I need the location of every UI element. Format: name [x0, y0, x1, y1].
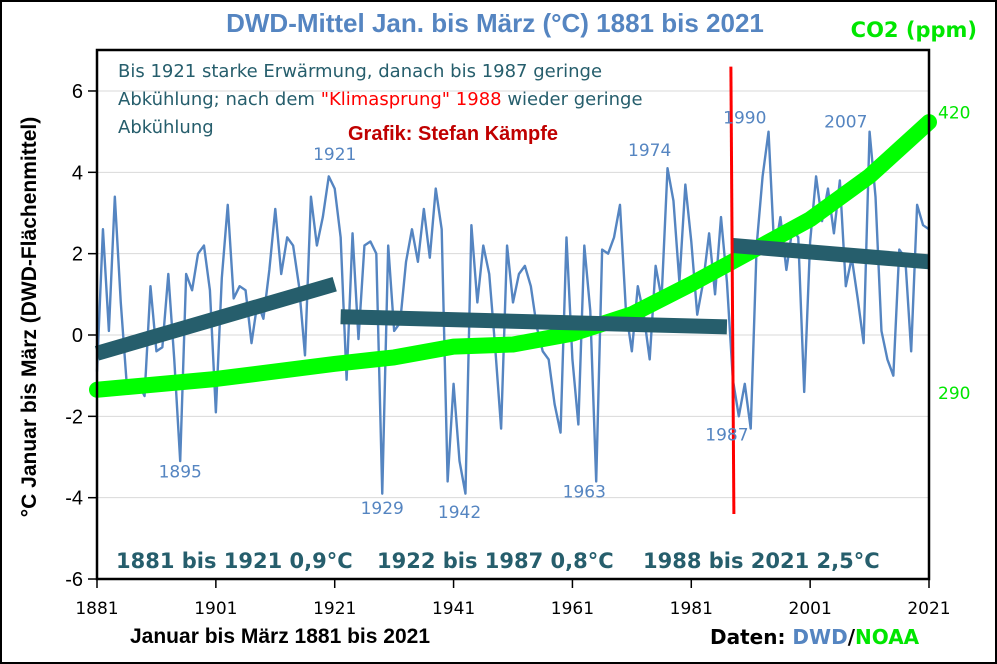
trend-line-1: [94, 276, 337, 361]
year-annotation: 1990: [723, 109, 766, 129]
year-annotation: 1974: [628, 141, 671, 161]
klimasprung-marker: [729, 66, 736, 514]
x-tick-label: 2001: [789, 599, 832, 619]
plot-series: [89, 66, 937, 514]
co2-line: [89, 114, 937, 398]
chart-title: DWD-Mittel Jan. bis März (°C) 1881 bis 2…: [226, 8, 764, 38]
x-tick-label: 1901: [194, 599, 237, 619]
period-label-3: 1988 bis 2021 2,5°C: [643, 549, 880, 573]
year-annotation: 1929: [361, 499, 404, 519]
year-annotation: 1895: [159, 462, 202, 482]
co2-tick-label: 420: [938, 103, 970, 123]
source-prefix: Daten:: [710, 625, 793, 649]
note-line-1: Bis 1921 starke Erwärmung, danach bis 19…: [118, 61, 603, 82]
source-noaa: NOAA: [855, 625, 920, 649]
credit-label: Grafik: Stefan Kämpfe: [348, 123, 559, 145]
co2-axis-title: CO2 (ppm): [850, 18, 977, 42]
plot-area-border: [95, 48, 931, 581]
x-tick-label: 1881: [75, 599, 118, 619]
note-klimasprung: "Klimasprung" 1988: [320, 89, 502, 110]
year-annotation: 1921: [313, 145, 356, 165]
axes: [88, 48, 931, 588]
y-tick-label: -4: [65, 488, 83, 510]
note-line-2b: wieder geringe: [501, 89, 643, 110]
x-tick-label: 1961: [551, 599, 594, 619]
y-tick-label: -6: [65, 569, 83, 591]
x-axis-label: Januar bis März 1881 bis 2021: [130, 625, 430, 648]
y-tick-label: 4: [72, 162, 83, 184]
y-tick-label: 0: [72, 325, 83, 347]
period-label-2: 1922 bis 1987 0,8°C: [377, 549, 614, 573]
year-annotation: 1942: [438, 503, 481, 523]
y-tick-label: -2: [65, 406, 83, 428]
source-slash: /: [847, 625, 855, 649]
note-line-3: Abkühlung: [118, 117, 214, 138]
year-annotation: 1963: [563, 483, 606, 503]
year-annotation: 1987: [705, 426, 748, 446]
y-tick-label: 6: [72, 81, 83, 103]
period-label-1: 1881 bis 1921 0,9°C: [116, 549, 353, 573]
x-tick-label: 1941: [432, 599, 475, 619]
annotation-note: Bis 1921 starke Erwärmung, danach bis 19…: [118, 58, 718, 142]
x-tick-label: 1981: [670, 599, 713, 619]
source-dwd: DWD: [792, 625, 848, 649]
co2-tick-label: 290: [938, 384, 970, 404]
year-annotation: 2007: [824, 113, 867, 133]
trend-line-3: [732, 238, 930, 270]
y-tick-label: 2: [72, 244, 83, 266]
x-tick-label: 1921: [313, 599, 356, 619]
note-line-2: Abkühlung; nach dem "Klimasprung" 1988 w…: [118, 86, 718, 114]
x-tick-label: 2021: [907, 599, 950, 619]
note-line-2a: Abkühlung; nach dem: [118, 89, 321, 110]
trend-line-2: [340, 309, 728, 335]
data-source: Daten: DWD/NOAA: [710, 625, 919, 649]
